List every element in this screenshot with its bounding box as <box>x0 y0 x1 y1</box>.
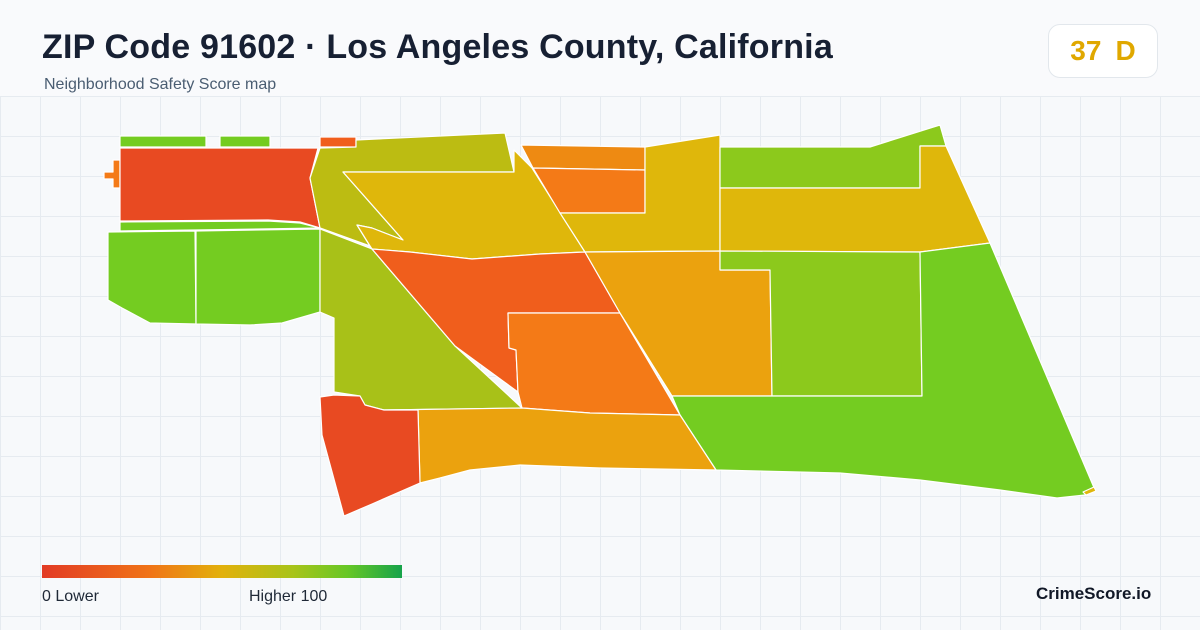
score-grade: D <box>1115 35 1136 66</box>
map-region[interactable] <box>319 394 421 517</box>
page-subtitle: Neighborhood Safety Score map <box>44 76 277 93</box>
page-title: ZIP Code 91602 · Los Angeles County, Cal… <box>42 28 833 66</box>
map-region[interactable] <box>520 144 646 171</box>
map-region[interactable] <box>383 407 717 484</box>
score-badge: 37 D <box>1048 24 1158 78</box>
map-region[interactable] <box>119 135 207 148</box>
map-region[interactable] <box>107 230 197 325</box>
score-value: 37 <box>1070 35 1102 66</box>
brand-logo-text: CrimeScore.io <box>1036 584 1152 603</box>
header-band <box>0 0 1200 96</box>
map-region[interactable] <box>319 136 357 148</box>
map-region[interactable] <box>719 124 947 189</box>
map-region[interactable] <box>1082 486 1097 496</box>
map-region[interactable] <box>219 135 271 148</box>
map-region[interactable] <box>195 228 321 326</box>
map-region[interactable] <box>119 147 321 229</box>
legend-low-label: 0 Lower <box>42 588 99 605</box>
legend-high-label: Higher 100 <box>249 588 328 605</box>
legend-gradient-bar <box>42 565 402 578</box>
map-region[interactable] <box>103 159 121 189</box>
